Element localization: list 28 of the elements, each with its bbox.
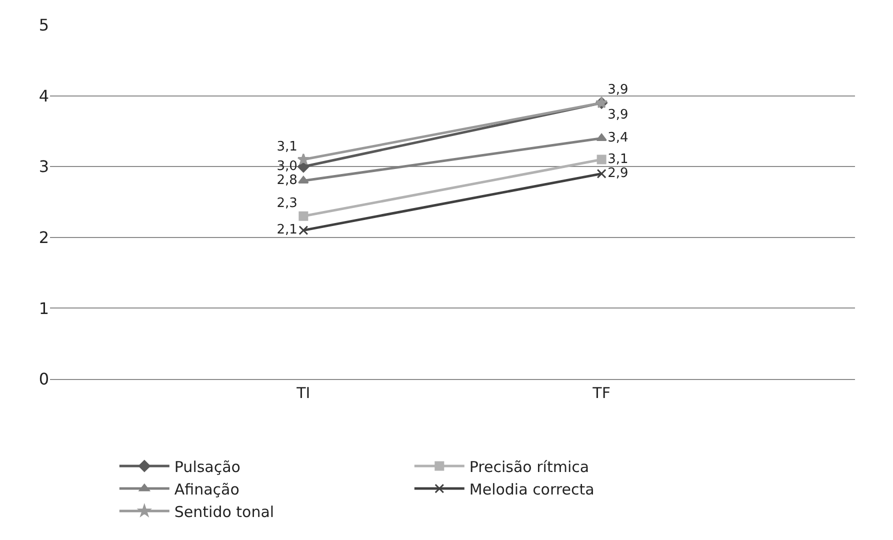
data-label: 2,8	[276, 173, 298, 188]
y-tick-label: 3	[38, 157, 49, 176]
legend-label: Precisão rítmica	[469, 458, 590, 476]
point	[298, 226, 308, 236]
data-label: 3,9	[608, 108, 628, 123]
legend-label: Melodia correcta	[469, 480, 594, 498]
data-label: 3,0	[276, 158, 298, 174]
y-tick-label: 4	[38, 86, 49, 106]
data-label: 3,9	[608, 82, 628, 98]
point	[596, 168, 606, 178]
data-label: 3,4	[608, 130, 628, 146]
y-tick-label: 2	[38, 228, 49, 247]
point	[298, 211, 308, 221]
data-label: 3,1	[276, 139, 298, 154]
y-tick-label: 0	[38, 370, 49, 389]
y-tick-label: 1	[38, 298, 49, 318]
data-label: 2,1	[276, 222, 298, 238]
y-tick-label: 5	[38, 16, 49, 35]
data-label: 3,1	[608, 152, 628, 167]
data-label: 2,9	[608, 166, 628, 181]
point	[596, 154, 606, 164]
legend-label: Sentido tonal	[174, 502, 274, 521]
x-tick-label: TF	[592, 384, 610, 402]
data-label: 2,3	[276, 196, 298, 211]
legend-label: Pulsação	[174, 458, 240, 476]
legend-label: Afinação	[174, 480, 240, 498]
x-tick-label: TI	[296, 384, 310, 402]
point	[297, 153, 310, 165]
